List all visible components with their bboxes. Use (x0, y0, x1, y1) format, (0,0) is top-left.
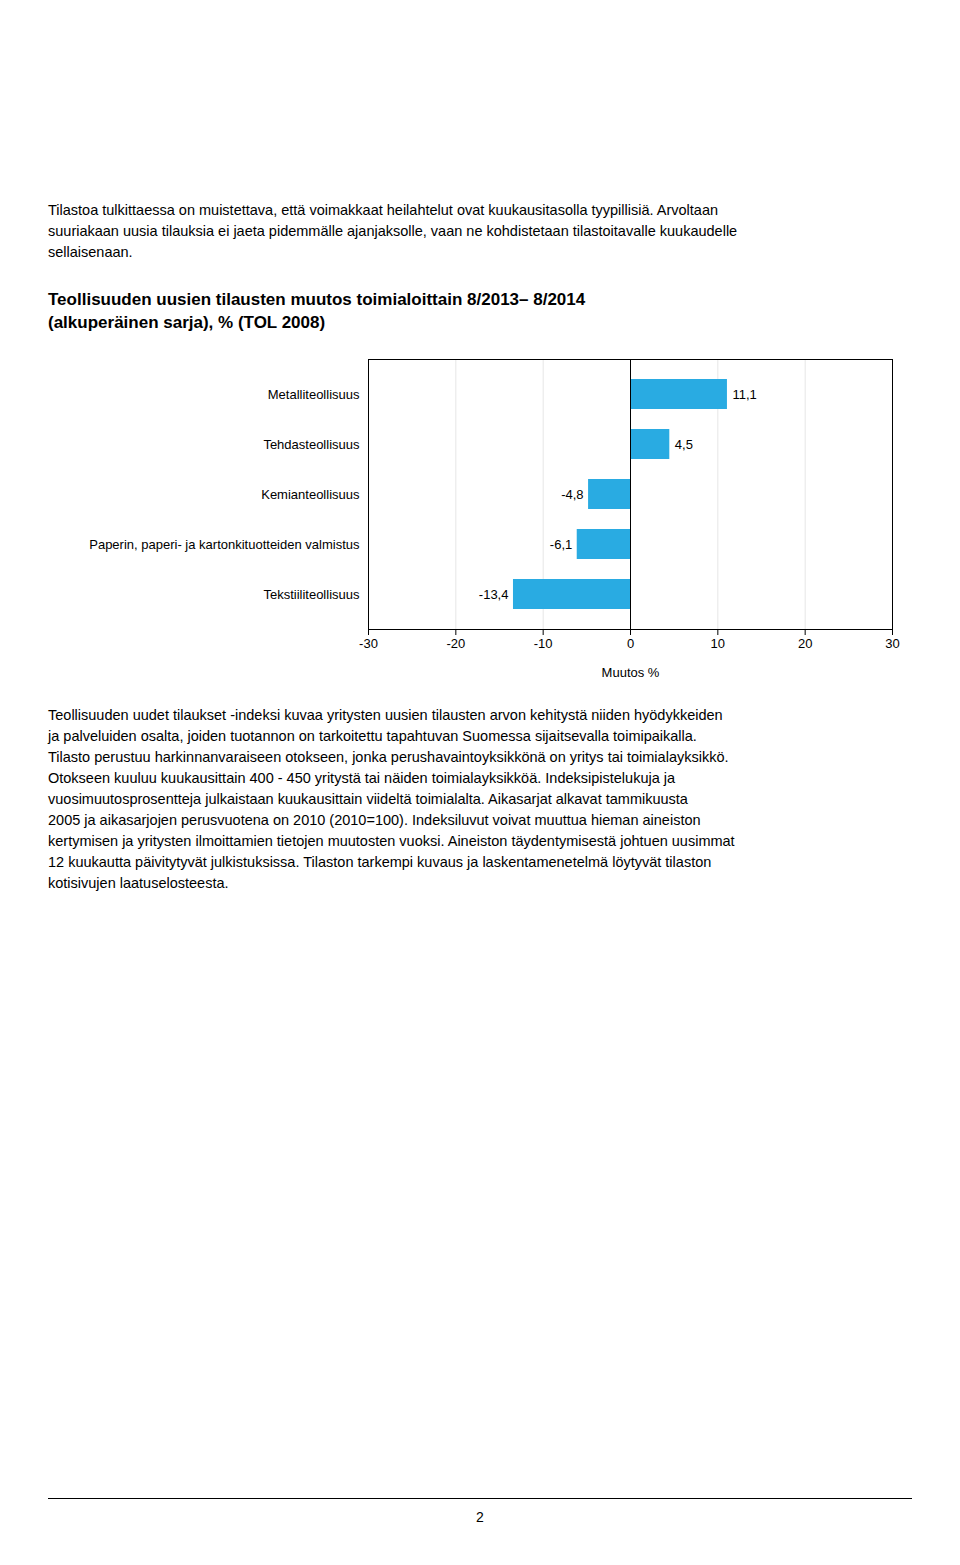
html-text:Tilastoa tulkittaessa on muist: Tilastoa tulkittaessa on muistettava, et… (48, 202, 738, 260)
svg-text:30: 30 (885, 636, 899, 651)
svg-text:-13,4: -13,4 (479, 587, 509, 602)
svg-text:-10: -10 (534, 636, 553, 651)
svg-text:-6,1: -6,1 (550, 537, 572, 552)
svg-text:Tehdasteollisuus: Tehdasteollisuus (263, 437, 360, 452)
svg-text:Kemianteollisuus: Kemianteollisuus (261, 487, 360, 502)
html-text:(alkuperäinen sarja), % (TOL 2: (alkuperäinen sarja), % (TOL 2008) (48, 313, 326, 332)
svg-text:4,5: 4,5 (675, 437, 693, 452)
svg-text:Metalliteollisuus: Metalliteollisuus (268, 387, 360, 402)
svg-text:20: 20 (798, 636, 812, 651)
html-text:Teollisuuden uudet tilaukset -: Teollisuuden uudet tilaukset -indeksi ku… (48, 706, 735, 891)
svg-text:-4,8: -4,8 (561, 487, 583, 502)
svg-text:Tekstiiliteollisuus: Tekstiiliteollisuus (263, 587, 360, 602)
svg-text:Paperin, paperi- ja kartonkitu: Paperin, paperi- ja kartonkituotteiden v… (89, 537, 360, 552)
svg-text:Muutos %: Muutos % (602, 664, 660, 679)
html-text:Teollisuuden uusien tilausten: Teollisuuden uusien tilausten muutos toi… (48, 290, 586, 309)
svg-text:-20: -20 (446, 636, 465, 651)
svg-text:10: 10 (711, 636, 725, 651)
svg-text:11,1: 11,1 (732, 387, 756, 402)
html-text:2: 2 (476, 1509, 484, 1525)
svg-text:-30: -30 (359, 636, 378, 651)
svg-text:0: 0 (627, 636, 634, 651)
